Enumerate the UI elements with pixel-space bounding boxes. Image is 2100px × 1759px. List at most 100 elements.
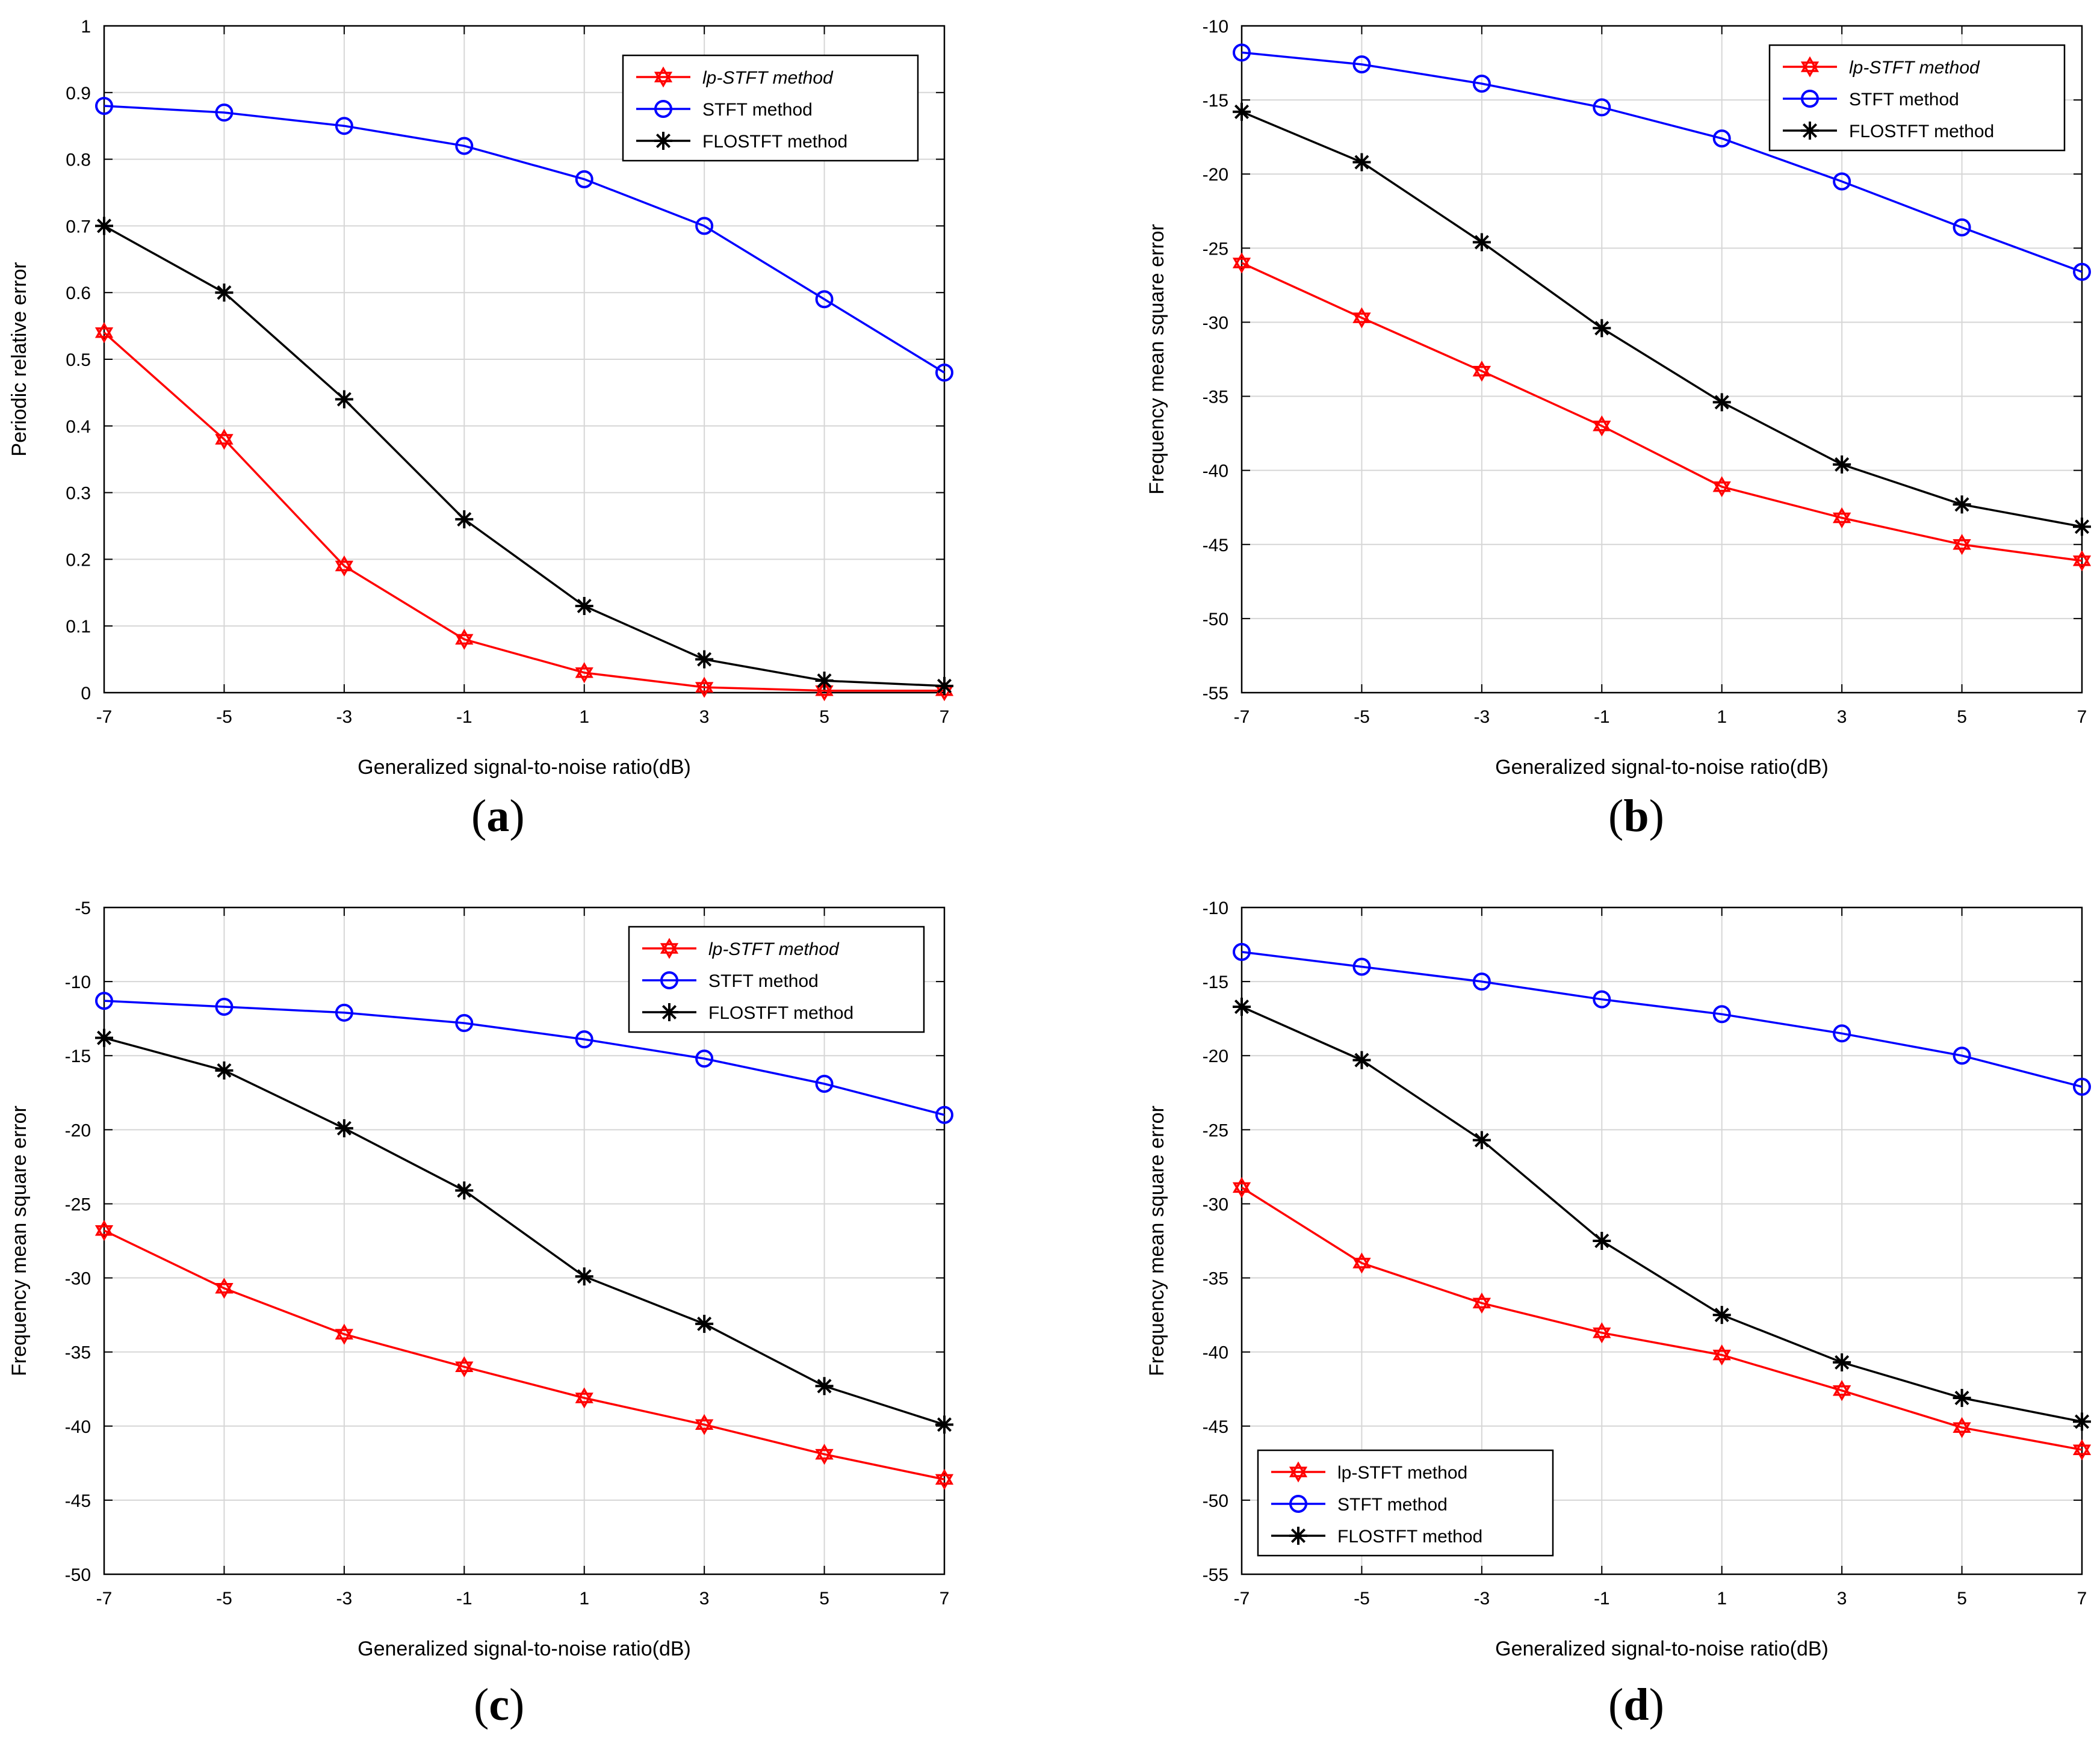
data-point bbox=[455, 1181, 474, 1200]
y-tick-label-d: -35 bbox=[1203, 1269, 1228, 1289]
data-point bbox=[815, 290, 834, 309]
data-point bbox=[455, 137, 474, 155]
y-tick-label-a: 0.6 bbox=[66, 283, 91, 303]
y-tick-label-d: -30 bbox=[1203, 1195, 1228, 1214]
data-point bbox=[1472, 233, 1491, 252]
data-point bbox=[935, 1468, 954, 1490]
data-point bbox=[935, 1415, 953, 1434]
series-c-2 bbox=[95, 1028, 953, 1434]
data-point bbox=[455, 510, 474, 528]
data-point bbox=[1832, 507, 1851, 528]
chart-d: -7 -5 -3 -1 1 3 5 7 -55 -50 -45 -40 -35 -30 -25 -20 -15 -… bbox=[1145, 898, 2092, 1660]
legend-label: lp-STFT method bbox=[702, 68, 834, 88]
legend-label: FLOSTFT method bbox=[708, 1003, 853, 1023]
x-tick-label-a: 5 bbox=[819, 707, 829, 727]
data-point bbox=[1832, 1380, 1851, 1402]
data-point bbox=[1233, 942, 1251, 961]
series-line bbox=[1241, 951, 2083, 1088]
data-point bbox=[695, 1314, 714, 1333]
x-tick-label-a: -1 bbox=[456, 707, 472, 727]
tick-marks-d bbox=[1241, 907, 2083, 1575]
y-tick-label-a: 0.2 bbox=[66, 550, 91, 570]
data-point bbox=[1232, 252, 1251, 274]
series-d-2 bbox=[1233, 997, 2091, 1431]
data-point bbox=[95, 217, 113, 235]
series-c-0 bbox=[94, 1220, 954, 1490]
data-point bbox=[1472, 360, 1491, 382]
y-tick-label-b: -50 bbox=[1203, 610, 1228, 629]
y-tick-label-b: -55 bbox=[1203, 684, 1228, 703]
y-tick-label-c: -40 bbox=[65, 1417, 91, 1437]
y-tick-label-a: 0.5 bbox=[66, 350, 91, 370]
y-tick-label-c: -30 bbox=[65, 1269, 91, 1289]
x-tick-label-d: 7 bbox=[2077, 1589, 2087, 1609]
x-tick-label-b: -7 bbox=[1234, 707, 1250, 727]
x-tick-label-c: 5 bbox=[819, 1589, 829, 1609]
x-tick-label-d: 3 bbox=[1837, 1589, 1847, 1609]
data-point bbox=[1953, 1046, 1971, 1065]
legend-marker bbox=[1801, 90, 1819, 108]
data-point bbox=[215, 283, 234, 302]
x-tick-label-d: 1 bbox=[1717, 1589, 1727, 1609]
legend-label: STFT method bbox=[1337, 1495, 1448, 1515]
y-tick-label-c: -50 bbox=[65, 1565, 91, 1585]
data-point bbox=[455, 628, 474, 650]
series-line bbox=[104, 224, 945, 687]
data-point bbox=[1233, 997, 1251, 1016]
y-tick-label-b: -20 bbox=[1203, 165, 1228, 185]
y-tick-label-b: -30 bbox=[1203, 313, 1228, 333]
y-tick-label-d: -45 bbox=[1203, 1417, 1228, 1437]
y-tick-label-d: -25 bbox=[1203, 1121, 1228, 1140]
legend-marker bbox=[660, 938, 679, 959]
data-point bbox=[1593, 415, 1611, 437]
x-tick-label-d: -7 bbox=[1234, 1589, 1250, 1609]
y-tick-label-c: -25 bbox=[65, 1195, 91, 1214]
data-point bbox=[95, 96, 113, 115]
y-axis-label-b: Frequency mean square error bbox=[1145, 224, 1168, 495]
x-axis-label-d: Generalized signal-to-noise ratio(dB) bbox=[1495, 1637, 1829, 1660]
y-tick-label-a: 0.3 bbox=[66, 484, 91, 504]
series-line bbox=[1241, 1186, 2083, 1451]
series-line bbox=[104, 1000, 945, 1116]
data-point bbox=[2073, 1077, 2091, 1096]
y-axis-label-d: Frequency mean square error bbox=[1145, 1105, 1168, 1376]
data-point bbox=[1712, 1306, 1731, 1325]
x-tick-label-a: -7 bbox=[96, 707, 113, 727]
y-tick-label-b: -25 bbox=[1203, 239, 1228, 259]
series-line bbox=[1241, 51, 2083, 273]
y-tick-label-d: -15 bbox=[1203, 972, 1228, 992]
y-axis-label-a: Periodic relative error bbox=[8, 262, 31, 456]
data-point bbox=[215, 104, 234, 122]
data-point bbox=[1712, 1005, 1731, 1024]
legend-label: STFT method bbox=[708, 971, 819, 991]
x-tick-label-c: 3 bbox=[699, 1589, 710, 1609]
legend-marker bbox=[1800, 56, 1820, 78]
data-point bbox=[695, 1414, 714, 1435]
series-d-0 bbox=[1232, 1176, 2092, 1461]
data-point bbox=[455, 1014, 474, 1033]
caption-b: (b) bbox=[1608, 791, 1664, 841]
y-tick-label-c: -5 bbox=[75, 898, 91, 918]
data-point bbox=[335, 1119, 353, 1137]
axes-box-b bbox=[1240, 25, 2083, 694]
data-point bbox=[1352, 957, 1371, 976]
x-tick-label-a: -5 bbox=[216, 707, 232, 727]
y-tick-label-d: -55 bbox=[1203, 1565, 1228, 1585]
y-tick-label-c: -15 bbox=[65, 1046, 91, 1066]
x-axis-label-b: Generalized signal-to-noise ratio(dB) bbox=[1495, 756, 1829, 779]
legend-marker bbox=[654, 66, 673, 88]
data-point bbox=[1953, 495, 1971, 514]
x-tick-label-b: -1 bbox=[1594, 707, 1610, 727]
data-point bbox=[95, 992, 113, 1010]
legend-b: lp-STFT method STFT method FLOSTFT method bbox=[1768, 44, 2066, 152]
legend-marker bbox=[1289, 1461, 1308, 1483]
x-tick-label-c: -3 bbox=[336, 1589, 353, 1609]
data-point bbox=[815, 1075, 834, 1093]
data-point bbox=[335, 555, 354, 577]
x-tick-label-b: 1 bbox=[1717, 707, 1727, 727]
series-a-1 bbox=[95, 96, 953, 382]
legend-marker bbox=[654, 132, 672, 150]
data-point bbox=[1833, 1353, 1851, 1371]
data-point bbox=[1352, 1051, 1371, 1069]
data-point bbox=[94, 1220, 114, 1241]
